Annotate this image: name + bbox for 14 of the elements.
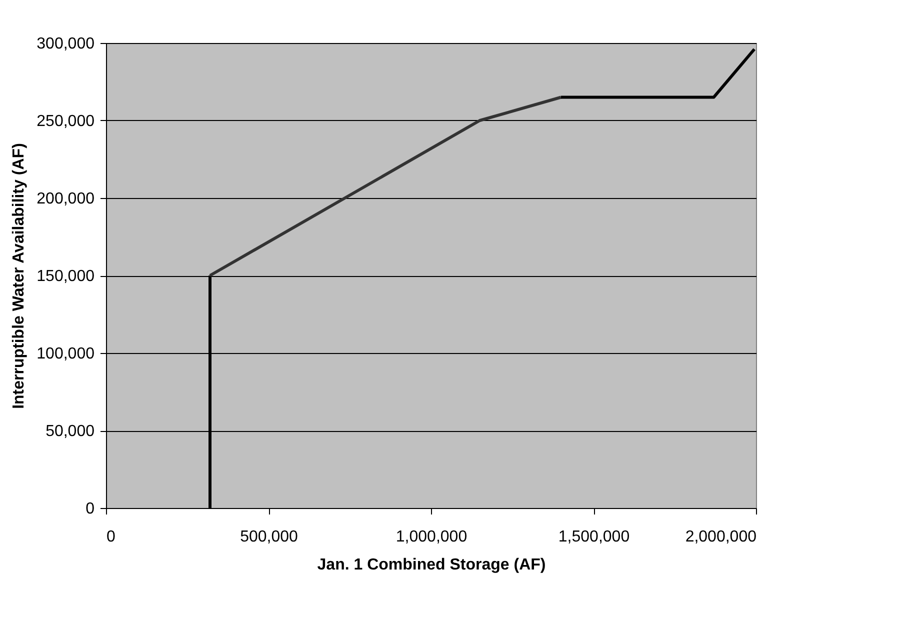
y-tick-label: 150,000: [36, 268, 95, 285]
y-tick-label: 250,000: [36, 113, 95, 130]
x-axis-title: Jan. 1 Combined Storage (AF): [317, 556, 546, 574]
x-tick-label: 1,500,000: [558, 528, 630, 546]
x-tick-label: 1,000,000: [396, 528, 468, 546]
x-tick-label: 2,000,000: [685, 528, 757, 546]
y-tick-label: 0: [86, 500, 95, 518]
y-tick-label: 300,000: [36, 36, 95, 52]
y-tick-label: 50,000: [46, 423, 95, 440]
x-tick-label: 0: [106, 528, 116, 546]
y-axis-title: Interruptible Water Availability (AF): [10, 143, 28, 409]
y-tick-label: 100,000: [36, 346, 95, 362]
x-tick-label: 500,000: [240, 528, 298, 546]
y-tick-label: 200,000: [36, 190, 95, 208]
